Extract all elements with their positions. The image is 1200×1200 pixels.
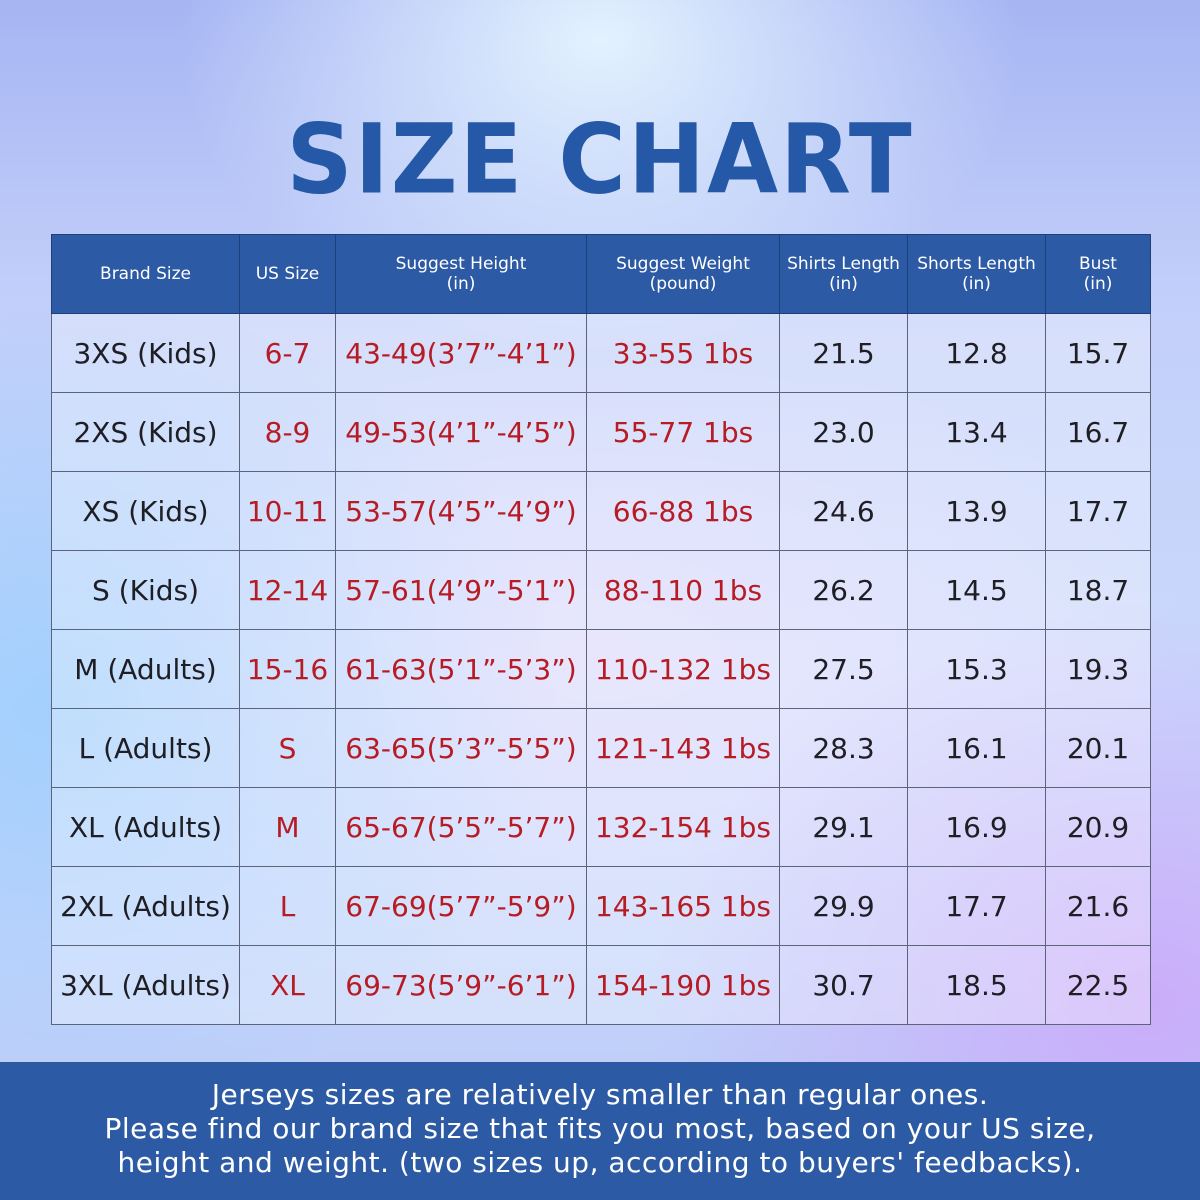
weight-cell: 33-55 1bs [586, 313, 780, 393]
weight-cell: 154-190 1bs [586, 945, 780, 1025]
brand-size-cell: 3XL (Adults) [51, 945, 240, 1025]
shirts-length-cell: 27.5 [779, 629, 908, 709]
height-cell: 49-53(4’1”-4’5”) [335, 392, 587, 472]
weight-cell: 132-154 1bs [586, 787, 780, 867]
size-chart-table: Brand Size US Size Suggest Height (in) Su… [51, 234, 1151, 1025]
bust-cell: 16.7 [1045, 392, 1151, 472]
us-size-cell: XL [239, 945, 336, 1025]
table-row: XS (Kids) 10-11 53-57(4’5”-4’9”) 66-88 1… [51, 471, 1151, 551]
weight-cell: 110-132 1bs [586, 629, 780, 709]
bust-cell: 20.9 [1045, 787, 1151, 867]
table-row: S (Kids) 12-14 57-61(4’9”-5’1”) 88-110 1… [51, 550, 1151, 630]
bust-cell: 20.1 [1045, 708, 1151, 788]
shorts-length-cell: 16.1 [907, 708, 1046, 788]
table-row: 3XL (Adults) XL 69-73(5’9”-6’1”) 154-190… [51, 945, 1151, 1025]
shorts-length-cell: 15.3 [907, 629, 1046, 709]
footer-note-line-3: height and weight. (two sizes up, accord… [117, 1146, 1083, 1179]
shorts-length-cell: 13.9 [907, 471, 1046, 551]
shirts-length-cell: 29.1 [779, 787, 908, 867]
header-suggest-weight: Suggest Weight (pound) [586, 234, 780, 314]
brand-size-cell: M (Adults) [51, 629, 240, 709]
height-cell: 65-67(5’5”-5’7”) [335, 787, 587, 867]
bust-cell: 19.3 [1045, 629, 1151, 709]
brand-size-cell: 2XS (Kids) [51, 392, 240, 472]
height-cell: 69-73(5’9”-6’1”) [335, 945, 587, 1025]
shirts-length-cell: 21.5 [779, 313, 908, 393]
weight-cell: 143-165 1bs [586, 866, 780, 946]
table-row: 2XS (Kids) 8-9 49-53(4’1”-4’5”) 55-77 1b… [51, 392, 1151, 472]
page-title: SIZE CHART [286, 103, 914, 216]
header-suggest-height: Suggest Height (in) [335, 234, 587, 314]
table-row: 2XL (Adults) L 67-69(5’7”-5’9”) 143-165 … [51, 866, 1151, 946]
header-shirts-length: Shirts Length (in) [779, 234, 908, 314]
brand-size-cell: S (Kids) [51, 550, 240, 630]
weight-cell: 66-88 1bs [586, 471, 780, 551]
shirts-length-cell: 23.0 [779, 392, 908, 472]
shirts-length-cell: 26.2 [779, 550, 908, 630]
brand-size-cell: XS (Kids) [51, 471, 240, 551]
table-row: 3XS (Kids) 6-7 43-49(3’7”-4’1”) 33-55 1b… [51, 313, 1151, 393]
us-size-cell: L [239, 866, 336, 946]
shirts-length-cell: 29.9 [779, 866, 908, 946]
bust-cell: 21.6 [1045, 866, 1151, 946]
brand-size-cell: XL (Adults) [51, 787, 240, 867]
bust-cell: 18.7 [1045, 550, 1151, 630]
footer-note-line-2: Please find our brand size that fits you… [104, 1112, 1096, 1145]
shorts-length-cell: 13.4 [907, 392, 1046, 472]
shorts-length-cell: 16.9 [907, 787, 1046, 867]
shirts-length-cell: 24.6 [779, 471, 908, 551]
shorts-length-cell: 18.5 [907, 945, 1046, 1025]
table-row: L (Adults) S 63-65(5’3”-5’5”) 121-143 1b… [51, 708, 1151, 788]
us-size-cell: S [239, 708, 336, 788]
weight-cell: 55-77 1bs [586, 392, 780, 472]
bust-cell: 15.7 [1045, 313, 1151, 393]
bust-cell: 17.7 [1045, 471, 1151, 551]
table-header-row: Brand Size US Size Suggest Height (in) Su… [51, 234, 1151, 314]
footer-note-line-1: Jerseys sizes are relatively smaller tha… [211, 1078, 989, 1111]
us-size-cell: 12-14 [239, 550, 336, 630]
us-size-cell: M [239, 787, 336, 867]
brand-size-cell: L (Adults) [51, 708, 240, 788]
shirts-length-cell: 30.7 [779, 945, 908, 1025]
us-size-cell: 15-16 [239, 629, 336, 709]
bust-cell: 22.5 [1045, 945, 1151, 1025]
shorts-length-cell: 12.8 [907, 313, 1046, 393]
table-row: M (Adults) 15-16 61-63(5’1”-5’3”) 110-13… [51, 629, 1151, 709]
shirts-length-cell: 28.3 [779, 708, 908, 788]
footer-banner: Jerseys sizes are relatively smaller tha… [0, 1062, 1200, 1200]
header-us-size: US Size [239, 234, 336, 314]
brand-size-cell: 2XL (Adults) [51, 866, 240, 946]
table-row: XL (Adults) M 65-67(5’5”-5’7”) 132-154 1… [51, 787, 1151, 867]
height-cell: 67-69(5’7”-5’9”) [335, 866, 587, 946]
brand-size-cell: 3XS (Kids) [51, 313, 240, 393]
height-cell: 61-63(5’1”-5’3”) [335, 629, 587, 709]
header-shorts-length: Shorts Length (in) [907, 234, 1046, 314]
height-cell: 53-57(4’5”-4’9”) [335, 471, 587, 551]
us-size-cell: 10-11 [239, 471, 336, 551]
weight-cell: 121-143 1bs [586, 708, 780, 788]
us-size-cell: 6-7 [239, 313, 336, 393]
height-cell: 43-49(3’7”-4’1”) [335, 313, 587, 393]
shorts-length-cell: 14.5 [907, 550, 1046, 630]
height-cell: 57-61(4’9”-5’1”) [335, 550, 587, 630]
header-brand-size: Brand Size [51, 234, 240, 314]
weight-cell: 88-110 1bs [586, 550, 780, 630]
header-bust: Bust (in) [1045, 234, 1151, 314]
us-size-cell: 8-9 [239, 392, 336, 472]
shorts-length-cell: 17.7 [907, 866, 1046, 946]
height-cell: 63-65(5’3”-5’5”) [335, 708, 587, 788]
